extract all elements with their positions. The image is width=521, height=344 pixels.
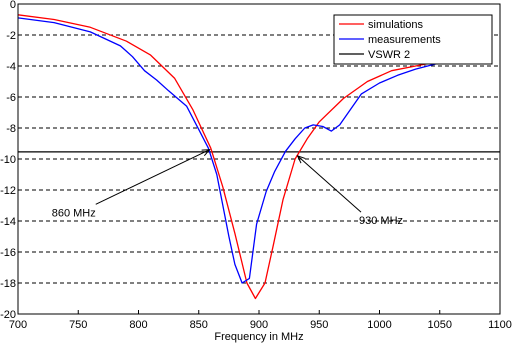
y-tick-label-3: -6	[6, 92, 16, 104]
y-tick-label-9: -18	[0, 278, 16, 290]
x-tick-label-4: 900	[250, 319, 268, 331]
legend-label-0: simulations	[368, 19, 424, 31]
y-tick-label-8: -16	[0, 247, 16, 259]
y-tick-label-4: -8	[6, 123, 16, 135]
x-tick-label-2: 800	[129, 319, 147, 331]
series-group	[17, 14, 440, 300]
y-tick-label-1: -2	[6, 30, 16, 42]
x-tick-label-7: 1050	[428, 319, 452, 331]
y-tick-label-0: 0	[10, 0, 16, 11]
y-tick-label-6: -12	[0, 185, 16, 197]
legend: simulations measurements VSWR 2	[333, 14, 493, 65]
legend-label-1: measurements	[368, 34, 441, 46]
y-tick-label-10: -20	[0, 309, 16, 321]
annotation-arrowhead-1	[296, 155, 306, 164]
y-tick-label-7: -14	[0, 216, 16, 228]
legend-label-2: VSWR 2	[368, 49, 410, 61]
y-axis-ticks: 0 -2 -4 -6 -8 -10 -12 -14 -16 -18 -20	[0, 0, 22, 321]
series-line-simulations	[17, 14, 440, 300]
x-tick-label-5: 950	[310, 319, 328, 331]
annotations: 860 MHz 930 MHz	[52, 149, 403, 227]
annotation-arrowhead-0	[201, 149, 211, 157]
x-axis-ticks: 700 750 800 850 900 950 1000 1050 1100	[9, 310, 512, 331]
x-tick-label-3: 850	[190, 319, 208, 331]
annotation-arrow-0	[95, 149, 210, 205]
x-tick-label-1: 750	[69, 319, 87, 331]
x-tick-label-0: 700	[9, 319, 27, 331]
x-tick-label-8: 1100	[488, 319, 512, 331]
x-tick-label-6: 1000	[367, 319, 391, 331]
y-tick-label-5: -10	[0, 154, 16, 166]
series-line-measurements	[17, 17, 440, 284]
annotation-label-0: 860 MHz	[52, 207, 96, 219]
y-tick-label-2: -4	[6, 61, 16, 73]
x-axis-title: Frequency in MHz	[214, 331, 303, 343]
annotation-label-1: 930 MHz	[359, 215, 403, 227]
annotation-arrow-1	[297, 155, 362, 213]
